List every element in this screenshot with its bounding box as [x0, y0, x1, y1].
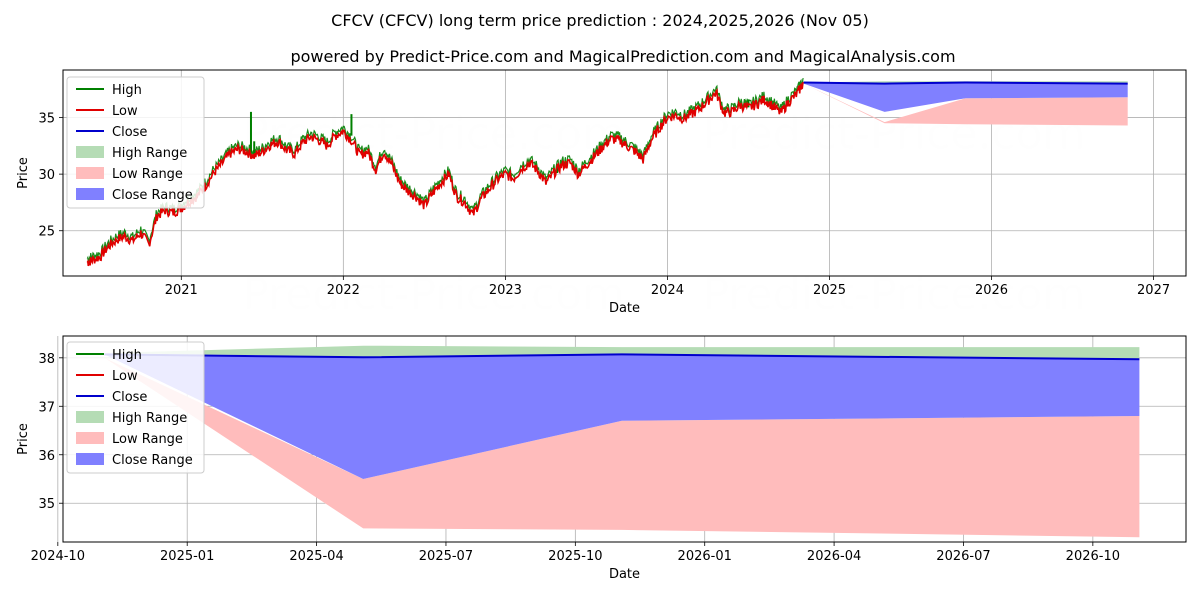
legend-close_range-label: Close Range	[112, 453, 193, 468]
x-axis-label: Date	[609, 567, 640, 582]
x-tick-label: 2026-07	[936, 549, 990, 564]
watermark-text: Predict-Price.com	[703, 269, 1086, 320]
x-tick-label: 2026-01	[678, 549, 732, 564]
plot-frame	[62, 69, 1187, 277]
legend-high-label: High	[112, 348, 142, 363]
legend-low-label: Low	[112, 104, 138, 119]
close-forecast-line	[104, 353, 1140, 361]
low-range-area	[803, 83, 1128, 126]
legend-high-label: High	[112, 83, 142, 98]
y-tick-label: 38	[38, 352, 55, 367]
y-tick-label: 36	[38, 449, 55, 464]
x-tick-label: 2027	[1137, 283, 1170, 298]
legend-low_range-label: Low Range	[112, 167, 183, 182]
forecast-zoom-panel: Predict-Price.comPredict-Price.com2024-1…	[16, 335, 1187, 582]
legend-low_range-label: Low Range	[112, 432, 183, 447]
x-axis-label: Date	[609, 301, 640, 316]
x-tick-label: 2024-10	[31, 549, 85, 564]
x-tick-label: 2025	[813, 283, 846, 298]
x-tick-label: 2025-04	[289, 549, 343, 564]
plot-frame	[62, 335, 1187, 543]
legend-high_range-label: High Range	[112, 146, 187, 161]
legend-close_range-swatch	[76, 188, 104, 200]
x-tick-label: 2026-04	[807, 549, 861, 564]
y-axis-label: Price	[16, 157, 31, 189]
legend: High Low Close High Range Low Range Close Ran…	[66, 76, 205, 209]
y-axis-label: Price	[16, 423, 31, 455]
legend-close_range-label: Close Range	[112, 188, 193, 203]
x-tick-label: 2026	[975, 283, 1008, 298]
legend-close-label: Close	[112, 390, 147, 405]
legend-high_range-swatch	[76, 146, 104, 158]
y-tick-label: 35	[38, 112, 55, 127]
legend-low-label: Low	[112, 369, 138, 384]
legend-close_range-swatch	[76, 453, 104, 465]
low-range-area	[104, 357, 1140, 538]
y-tick-label: 25	[38, 225, 55, 240]
x-tick-label: 2025-10	[548, 549, 602, 564]
legend-high_range-swatch	[76, 411, 104, 423]
legend-low_range-swatch	[76, 432, 104, 444]
x-tick-label: 2022	[327, 283, 360, 298]
y-tick-label: 35	[38, 497, 55, 512]
history-chart-panel: Predict-Price.com Predict-Price.com Predic…	[16, 69, 1187, 320]
legend-high_range-label: High Range	[112, 411, 187, 426]
watermark-text: Predict-Price.com	[242, 108, 625, 159]
x-tick-label: 2026-10	[1066, 549, 1120, 564]
legend-low_range-swatch	[76, 167, 104, 179]
legend: High Low Close High Range Low Range Close Ran…	[66, 341, 205, 474]
x-tick-label: 2025-01	[160, 549, 214, 564]
close-range-area	[803, 82, 1128, 112]
close-range-area	[104, 354, 1140, 479]
x-tick-label: 2021	[165, 283, 198, 298]
watermark-text: Predict-Price.com	[242, 269, 625, 320]
chart-subtitle: powered by Predict-Price.com and Magical…	[290, 47, 955, 66]
x-tick-label: 2024	[651, 283, 684, 298]
x-tick-label: 2025-07	[419, 549, 473, 564]
chart-title: CFCV (CFCV) long term price prediction :…	[331, 11, 869, 30]
y-tick-label: 30	[38, 168, 55, 183]
legend-close-label: Close	[112, 125, 147, 140]
close-forecast-line	[803, 81, 1128, 85]
y-tick-label: 37	[38, 400, 55, 415]
x-tick-label: 2023	[489, 283, 522, 298]
